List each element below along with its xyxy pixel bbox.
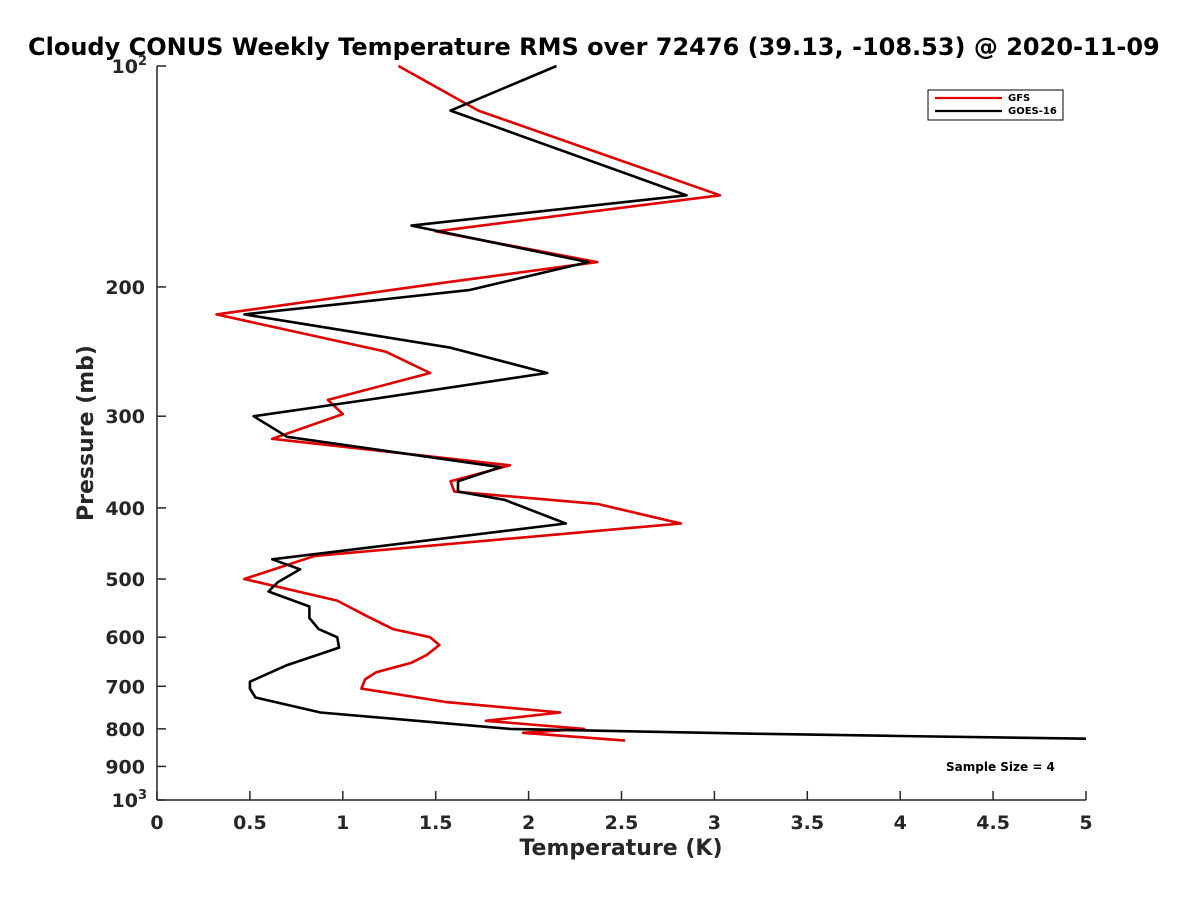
x-axis: 0 0.5 1 1.5 2 2.5 3 3.5 4 4.5 5: [150, 791, 1093, 834]
x-tick-label: 4: [894, 812, 907, 834]
sample-size-annotation: Sample Size = 4: [946, 760, 1055, 774]
y-tick-label: 800: [105, 719, 145, 741]
series-group: [215, 64, 1087, 742]
y-tick-label: 300: [105, 406, 145, 428]
x-tick-label: 3: [708, 812, 721, 834]
y-tick-label: 500: [105, 569, 145, 591]
legend-label-gfs: GFS: [1008, 93, 1030, 104]
x-tick-label: 0.5: [233, 812, 267, 834]
x-tick-label: 1: [336, 812, 349, 834]
chart-title: Cloudy CONUS Weekly Temperature RMS over…: [28, 33, 1160, 61]
legend-box: [927, 89, 1064, 121]
y-tick-label: 200: [105, 277, 145, 299]
x-tick-label: 3.5: [790, 812, 824, 834]
x-tick-label: 1.5: [419, 812, 453, 834]
legend[interactable]: GFS GOES-16: [927, 89, 1064, 121]
y-tick-label: 900: [105, 756, 145, 778]
x-tick-label: 2: [522, 812, 535, 834]
x-axis-label: Temperature (K): [519, 836, 722, 861]
x-tick-label: 5: [1079, 812, 1092, 834]
series-line-gfs: [215, 64, 722, 742]
y-tick-label: 102: [112, 54, 148, 78]
legend-label-goes16: GOES-16: [1008, 106, 1057, 117]
x-tick-label: 4.5: [976, 812, 1010, 834]
y-axis: 102 200 300 400 500 600 700 800 900 103: [105, 54, 166, 812]
plot-area: [156, 66, 1086, 801]
y-axis-label: Pressure (mb): [74, 345, 99, 521]
x-tick-label: 0: [150, 812, 163, 834]
y-tick-label: 400: [105, 498, 145, 520]
y-tick-label: 103: [112, 788, 148, 812]
series-line-goes16: [243, 64, 1087, 740]
x-tick-label: 2.5: [605, 812, 639, 834]
y-tick-label: 600: [105, 627, 145, 649]
y-tick-label: 700: [105, 676, 145, 698]
